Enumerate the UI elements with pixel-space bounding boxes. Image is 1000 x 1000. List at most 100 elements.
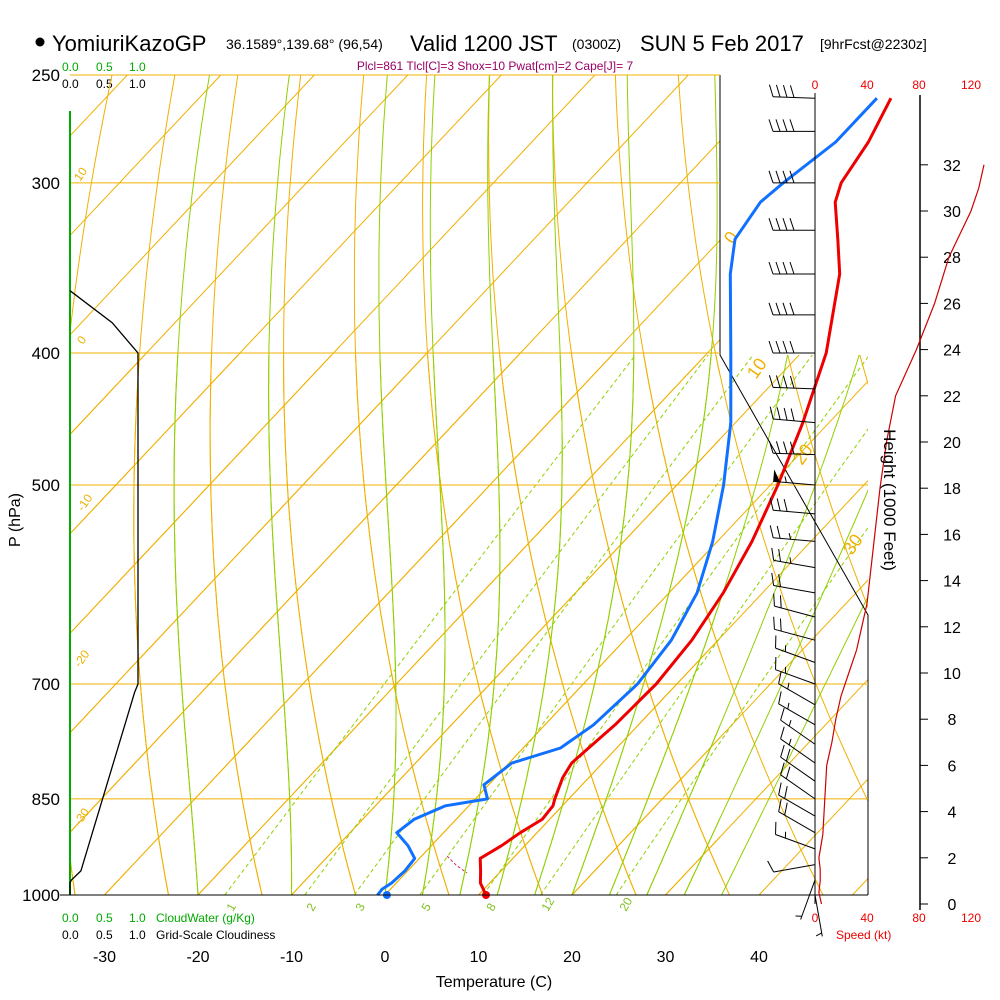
wind-barb-full	[780, 744, 785, 758]
temperature-line	[478, 97, 893, 896]
moist-adiabat-line	[683, 489, 868, 895]
wind-barb-full	[789, 441, 795, 455]
wind-barb-staff	[775, 834, 816, 850]
wind-barb-full	[775, 261, 781, 275]
wind-barb-staff	[800, 879, 816, 920]
wind-speed-profile-line	[818, 164, 985, 905]
wind-barb-half	[787, 702, 790, 710]
wind-barb-full	[768, 440, 774, 454]
bottom-cloudwater-0: 0.0	[62, 911, 79, 925]
wind-barb-full	[783, 499, 788, 512]
wind-barb-half	[788, 738, 792, 746]
height-tick-label: 20	[943, 435, 961, 452]
height-tick-label: 4	[948, 805, 957, 822]
height-tick-label: 22	[943, 389, 961, 406]
wind-barb-full	[775, 441, 781, 454]
height-tick-label: 2	[948, 851, 957, 868]
wind-barb-full	[773, 593, 775, 607]
moist-adiabat-line	[608, 355, 789, 895]
height-tick-label: 14	[943, 574, 961, 591]
height-tick-label: 18	[943, 481, 961, 498]
wind-barb-full	[768, 84, 774, 97]
bottom-cloudwater-1: 1.0	[129, 911, 146, 925]
wind-barb	[768, 302, 815, 316]
wind-barb-staff	[778, 703, 816, 726]
bottom-cloudiness-0: 0.0	[62, 928, 79, 942]
wind-barb	[773, 616, 816, 641]
wind-barb-full	[785, 748, 791, 762]
mixing-ratio-line	[615, 526, 868, 895]
forecast-run: [9hrFcst@2230z]	[820, 36, 927, 52]
mixing-ratio-line	[482, 356, 868, 895]
stability-indices: Plcl=861 Tlcl[C]=3 Shox=10 Pwat[cm]=2 Ca…	[357, 59, 634, 73]
wind-barb-full	[768, 119, 774, 132]
dry-adiabat-line	[283, 355, 356, 895]
wind-barb-full	[767, 860, 775, 873]
wind-barb-half	[789, 557, 792, 564]
wind-barb	[768, 440, 816, 456]
dry-adiabat-line	[677, 75, 720, 378]
wind-barb-staff	[773, 864, 816, 873]
bottom-cloudiness-1: 1.0	[129, 928, 146, 942]
cloudwater-scale-0: 0.0	[62, 60, 79, 74]
isotherm-line	[0, 75, 34, 895]
wind-barb-full	[769, 525, 774, 538]
cloudwater-scale-05: 0.5	[96, 60, 113, 74]
pressure-tick-label: 1000	[22, 886, 60, 905]
cloudwater-label: CloudWater (g/Kg)	[156, 911, 255, 925]
utc-time: (0300Z)	[572, 36, 621, 52]
wind-barb	[778, 671, 816, 706]
wind-barb-full	[782, 340, 788, 354]
height-axis-title: Height (1000 Feet)	[880, 429, 899, 571]
wind-barb	[768, 218, 815, 231]
grid-label-isotherm-labels: -20	[71, 647, 93, 670]
pressure-tick-label: 300	[32, 174, 60, 193]
wind-barb-full	[782, 119, 788, 132]
cloudiness-scale-0: 0.0	[62, 77, 79, 91]
wind-barb-full	[782, 261, 788, 275]
isotherm-line	[852, 877, 868, 895]
height-tick-label: 16	[943, 527, 961, 544]
wind-barb-full	[783, 407, 788, 421]
dry-adiabat-line	[930, 75, 1000, 895]
moist-adiabat-line	[721, 595, 868, 895]
pressure-tick-label: 700	[32, 675, 60, 694]
wind-barb	[768, 340, 815, 354]
grid-label-isotherm-labels: 10	[71, 164, 90, 183]
x-tick-label: 20	[563, 949, 581, 966]
wind-barb-full	[779, 595, 782, 608]
wind-barb	[773, 593, 816, 618]
station-marker-icon	[35, 37, 45, 47]
isotherm-line	[70, 75, 409, 436]
wind-barb-full	[782, 375, 788, 389]
wind-barb-full	[789, 340, 795, 354]
grid-label-mixing-ratio-labels: 12	[538, 895, 557, 914]
wind-barb	[769, 497, 816, 515]
wind-barb-full	[773, 616, 775, 630]
wind-barb	[780, 707, 816, 745]
wind-barb-staff	[773, 480, 816, 486]
wind-barb	[780, 744, 816, 782]
speed-tick-label-top: 120	[961, 78, 981, 92]
dry-adiabat-line	[499, 355, 637, 895]
wind-barb	[778, 691, 816, 726]
station-name: YomiuriKazoGP	[52, 31, 206, 56]
cloudiness-label: Grid-Scale Cloudiness	[156, 928, 275, 942]
wind-barb-staff	[778, 683, 816, 706]
speed-tick-label-top: 40	[860, 78, 874, 92]
bottom-cloudiness-legend: 0.0 0.5 1.0 Grid-Scale Cloudiness	[62, 928, 275, 942]
grid-label-mixing-ratio-labels: 2	[303, 900, 319, 913]
height-tick-label: 32	[943, 158, 961, 175]
top-cloudwater-scale: 0.0 0.5 1.0	[62, 60, 146, 74]
top-cloudiness-scale: 0.0 0.5 1.0	[62, 77, 146, 91]
wind-barb-staff	[775, 647, 816, 663]
wind-barb-staff	[778, 811, 816, 834]
wind-barb	[775, 657, 816, 685]
pressure-tick-label: 850	[32, 790, 60, 809]
grid-label-isotherm-labels: 0	[74, 333, 89, 347]
wind-barb	[814, 894, 823, 937]
wind-barb-full	[789, 85, 795, 98]
forecast-date: SUN 5 Feb 2017	[640, 31, 804, 56]
